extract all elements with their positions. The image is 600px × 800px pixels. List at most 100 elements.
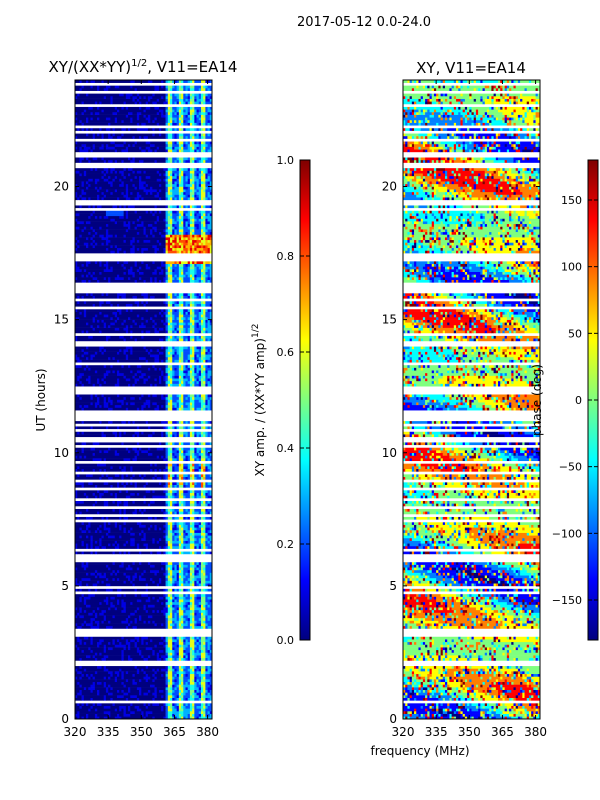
heatmap-cell [203, 551, 206, 555]
heatmap-cell [196, 338, 202, 342]
heatmap-cell [145, 545, 149, 549]
heatmap-cell [154, 378, 158, 382]
heatmap-cell [174, 564, 177, 568]
heatmap-cell [86, 687, 89, 691]
heatmap-cell [183, 625, 191, 629]
heatmap-cell [200, 490, 204, 493]
heatmap-cell [181, 615, 184, 619]
heatmap-cell [88, 564, 107, 568]
heatmap-cell [185, 716, 188, 720]
heatmap-cell [194, 426, 202, 430]
amp-heatmap [75, 80, 213, 720]
heatmap-cell [189, 681, 195, 685]
heatmap-cell [189, 620, 193, 624]
heatmap-cell [194, 535, 202, 539]
heatmap-cell [196, 572, 200, 576]
heatmap-cell [183, 713, 188, 717]
heatmap-cell [196, 434, 200, 438]
heatmap-cell [192, 426, 195, 430]
heatmap-cell [200, 639, 206, 643]
heatmap-cell [75, 223, 107, 227]
heatmap-cell [198, 434, 202, 438]
heatmap-cell [205, 615, 208, 619]
heatmap-cell [130, 641, 135, 645]
heatmap-cell [152, 261, 155, 265]
heatmap-cell [187, 354, 191, 358]
heatmap-cell [81, 396, 91, 400]
heatmap-cell [79, 226, 85, 230]
heatmap-cell [90, 221, 116, 225]
heatmap-cell [156, 383, 166, 387]
heatmap-cell [194, 234, 197, 238]
heatmap-cell [119, 599, 122, 603]
heatmap-cell [108, 671, 113, 675]
heatmap-cell [198, 511, 202, 515]
heatmap-cell [189, 468, 193, 472]
heatmap-cell [194, 580, 197, 584]
heatmap-cell [99, 495, 102, 499]
heatmap-cell [99, 178, 105, 182]
heatmap-cell [136, 231, 140, 235]
heatmap-cell [154, 383, 158, 387]
heatmap-cell [119, 197, 127, 201]
heatmap-cell [134, 338, 138, 342]
heatmap-cell [174, 703, 177, 706]
heatmap-cell [207, 703, 211, 706]
heatmap-cell [196, 247, 204, 251]
heatmap-cell [158, 327, 164, 331]
heatmap-cell [205, 580, 213, 584]
heatmap-cell [92, 324, 98, 328]
heatmap-cell [75, 711, 78, 714]
heatmap-cell [97, 681, 102, 685]
heatmap-cell [156, 474, 164, 478]
heatmap-cell [161, 210, 166, 214]
heatmap-cell [183, 375, 186, 379]
heatmap-cell [110, 607, 116, 611]
heatmap-cell [196, 346, 202, 350]
heatmap-cell [125, 197, 131, 201]
heatmap-cell [205, 300, 213, 304]
heatmap-cell [189, 205, 193, 209]
heatmap-cell [207, 458, 211, 462]
heatmap-cell [167, 508, 171, 512]
heatmap-cell [154, 234, 162, 238]
heatmap-cell [194, 338, 197, 342]
heatmap-cell [198, 463, 202, 467]
heatmap-cell [75, 466, 78, 470]
heatmap-cell [141, 692, 144, 696]
heatmap-cell [123, 466, 127, 470]
heatmap-cell [203, 676, 206, 680]
heatmap-cell [205, 231, 211, 235]
heatmap-cell [209, 378, 213, 382]
heatmap-cell [130, 324, 133, 328]
heatmap-cell [97, 665, 102, 669]
heatmap-cell [116, 399, 124, 403]
heatmap-cell [154, 580, 160, 584]
heatmap-cell [172, 569, 180, 573]
heatmap-cell [139, 356, 147, 360]
heatmap-cell [176, 708, 180, 712]
heatmap-cell [152, 223, 166, 227]
heatmap-cell [92, 535, 102, 539]
heatmap-cell [101, 641, 109, 645]
heatmap-cell [205, 577, 211, 581]
heatmap-cell [147, 561, 151, 565]
heatmap-cell [150, 277, 153, 280]
heatmap-cell [130, 466, 133, 470]
heatmap-cell [183, 521, 186, 525]
heatmap-cell [150, 703, 153, 706]
heatmap-cell [170, 239, 173, 243]
heatmap-cell [192, 620, 195, 624]
heatmap-cell [194, 314, 197, 318]
heatmap-cell [88, 713, 96, 717]
heatmap-cell [205, 221, 211, 225]
heatmap-cell [114, 221, 118, 225]
heatmap-cell [181, 617, 184, 621]
heatmap-cell [194, 330, 200, 334]
heatmap-cell [94, 716, 100, 720]
heatmap-cell [203, 396, 206, 400]
heatmap-cell [187, 572, 191, 576]
heatmap-cell [92, 226, 100, 230]
heatmap-cell [101, 319, 105, 323]
heatmap-cell [121, 322, 124, 326]
